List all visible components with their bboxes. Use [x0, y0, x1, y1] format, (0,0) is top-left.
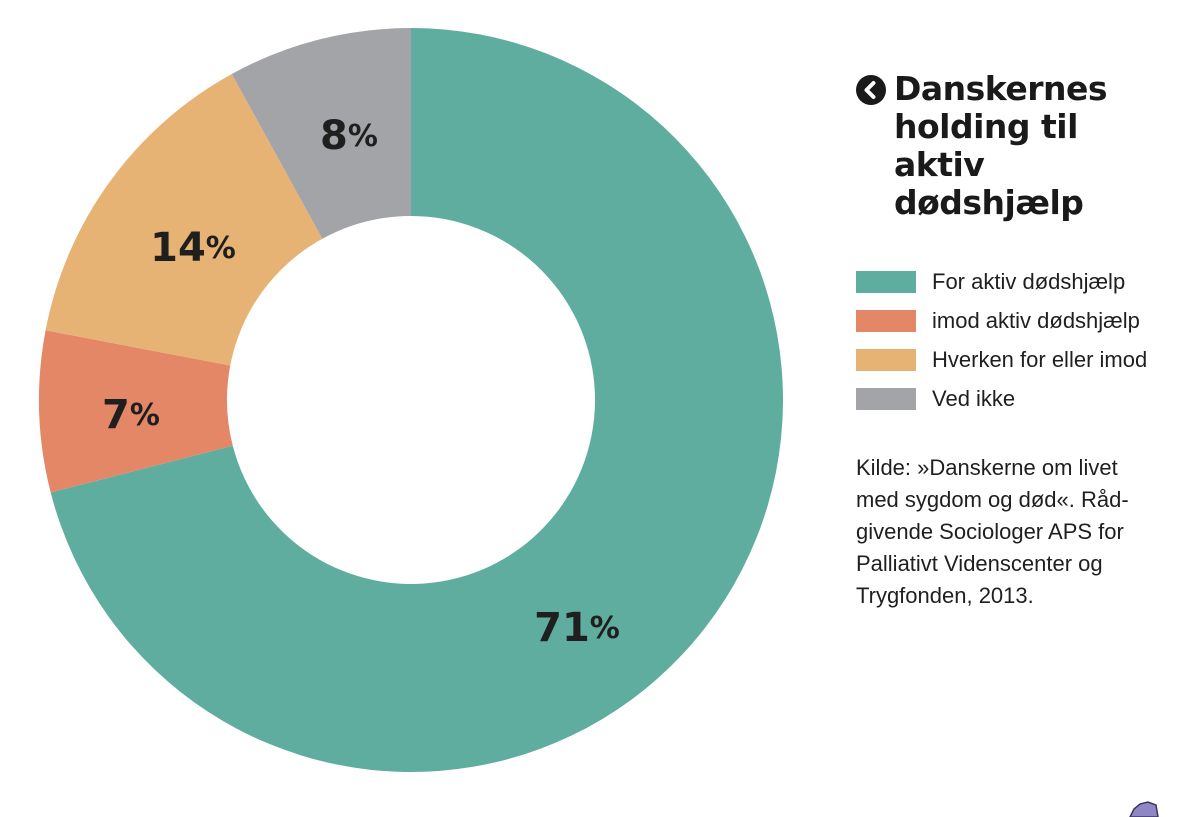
- title-row: Danskernes holding til aktiv dødshjælp: [856, 70, 1176, 222]
- slice-value-number: 7: [102, 392, 130, 438]
- legend-swatch: [856, 270, 916, 293]
- source-line: med sygdom og død«. Råd-: [856, 487, 1129, 512]
- source-line: Kilde: »Danskerne om livet: [856, 455, 1118, 480]
- legend-label: Ved ikke: [932, 385, 1016, 411]
- legend-label: Hverken for eller imod: [932, 346, 1148, 372]
- slice-value-number: 71: [534, 605, 590, 651]
- legend-label: For aktiv dødshjælp: [932, 268, 1126, 294]
- legend-label: imod aktiv dødshjælp: [932, 307, 1140, 333]
- slice-value-unit: %: [348, 119, 378, 154]
- donut-slice: [39, 330, 233, 493]
- source-line: Trygfonden, 2013.: [856, 583, 1034, 608]
- slice-value-unit: %: [206, 231, 236, 266]
- legend: For aktiv dødshjælp imod aktiv dødshjælp…: [856, 262, 1176, 418]
- chart-title-line-1: Danskernes: [894, 69, 1108, 108]
- side-panel: Danskernes holding til aktiv dødshjælp F…: [856, 70, 1176, 612]
- source-line: Palliativt Videnscenter og: [856, 551, 1103, 576]
- legend-item-for: For aktiv dødshjælp: [856, 262, 1176, 301]
- slice-value-unit: %: [130, 398, 160, 433]
- donut-slice: [231, 27, 411, 239]
- legend-swatch: [856, 387, 916, 410]
- legend-swatch: [856, 309, 916, 332]
- slice-value-number: 14: [150, 225, 206, 271]
- source-note: Kilde: »Danskerne om livet med sygdom og…: [856, 452, 1176, 612]
- chevron-left-circle-icon: [856, 75, 886, 105]
- donut-chart: 71%7%14%8%: [39, 27, 784, 773]
- slice-value-number: 8: [320, 113, 348, 159]
- legend-item-imod: imod aktiv dødshjælp: [856, 301, 1176, 340]
- slice-labels: 71%7%14%8%: [102, 113, 620, 651]
- donut-slices: [39, 27, 784, 773]
- slice-value-label: 7%: [102, 392, 160, 438]
- donut-slice: [45, 74, 323, 366]
- chart-title: Danskernes holding til aktiv dødshjælp: [894, 70, 1176, 222]
- chart-title-line-3: dødshjælp: [894, 183, 1084, 222]
- slice-value-label: 8%: [320, 113, 378, 159]
- legend-item-hverken: Hverken for eller imod: [856, 340, 1176, 379]
- source-line: givende Sociologer APS for: [856, 519, 1124, 544]
- corner-logo-fragment-icon: [1129, 801, 1159, 817]
- slice-value-label: 71%: [534, 605, 620, 651]
- donut-slice: [50, 28, 784, 773]
- legend-swatch: [856, 348, 916, 371]
- chart-title-line-2: holding til aktiv: [894, 107, 1078, 184]
- slice-value-unit: %: [590, 611, 620, 646]
- slice-value-label: 14%: [150, 225, 236, 271]
- legend-item-ved-ikke: Ved ikke: [856, 379, 1176, 418]
